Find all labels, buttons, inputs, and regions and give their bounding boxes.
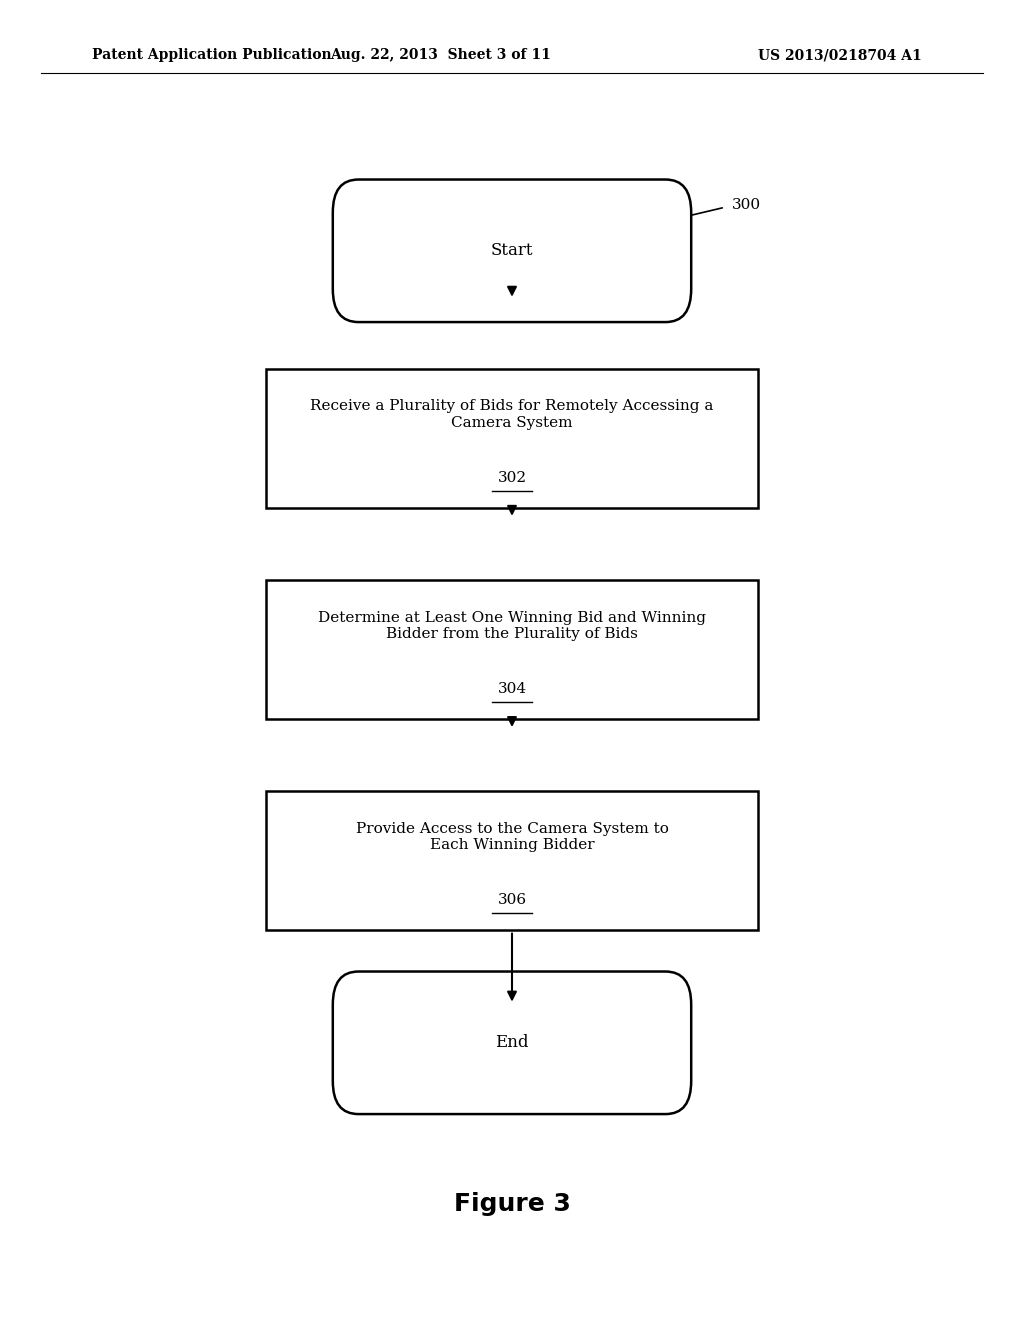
Text: Figure 3: Figure 3 [454, 1192, 570, 1216]
Text: Provide Access to the Camera System to
Each Winning Bidder: Provide Access to the Camera System to E… [355, 822, 669, 851]
Text: 304: 304 [498, 682, 526, 696]
Text: Receive a Plurality of Bids for Remotely Accessing a
Camera System: Receive a Plurality of Bids for Remotely… [310, 400, 714, 429]
Text: Determine at Least One Winning Bid and Winning
Bidder from the Plurality of Bids: Determine at Least One Winning Bid and W… [318, 611, 706, 640]
FancyBboxPatch shape [333, 972, 691, 1114]
Text: 300: 300 [732, 198, 761, 211]
Text: End: End [496, 1035, 528, 1051]
Text: US 2013/0218704 A1: US 2013/0218704 A1 [758, 49, 922, 62]
FancyBboxPatch shape [266, 792, 758, 929]
FancyBboxPatch shape [266, 581, 758, 718]
Text: Start: Start [490, 243, 534, 259]
Text: 306: 306 [498, 894, 526, 907]
FancyBboxPatch shape [266, 368, 758, 507]
FancyBboxPatch shape [333, 180, 691, 322]
Text: 302: 302 [498, 471, 526, 484]
Text: Patent Application Publication: Patent Application Publication [92, 49, 332, 62]
Text: Aug. 22, 2013  Sheet 3 of 11: Aug. 22, 2013 Sheet 3 of 11 [330, 49, 551, 62]
